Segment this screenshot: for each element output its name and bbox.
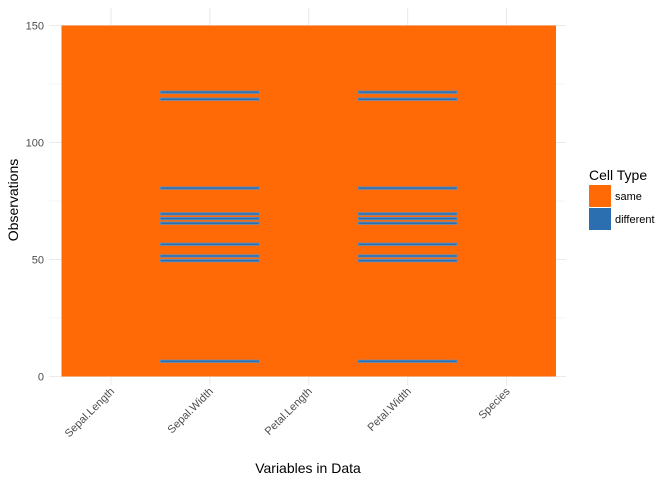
legend-label: different (615, 214, 655, 226)
tiles-same-background (61, 25, 556, 377)
heatmap-tiles (61, 25, 556, 377)
legend-key (589, 185, 611, 207)
x-tick-label: Species (477, 385, 514, 422)
tile-different (159, 242, 260, 246)
tile-different (357, 221, 458, 225)
legend-title: Cell Type (589, 167, 647, 183)
y-tick-label: 0 (38, 372, 44, 384)
y-axis-ticks: 0 50 100 150 (26, 21, 44, 384)
x-tick-label: Sepal.Width (166, 386, 216, 436)
tile-different (357, 259, 458, 263)
tile-different (159, 216, 260, 221)
tile-different (357, 254, 458, 258)
y-tick-label: 50 (32, 255, 44, 267)
tile-different (159, 259, 260, 263)
tile-different (159, 90, 260, 94)
tile-different (357, 242, 458, 246)
tile-different (357, 359, 458, 363)
tile-different (159, 212, 260, 216)
tile-different (159, 221, 260, 225)
tile-different (357, 90, 458, 94)
x-axis-ticks: Sepal.Length Sepal.Width Petal.Length Petal… (63, 385, 513, 440)
x-tick-label: Sepal.Length (63, 386, 117, 440)
x-axis-title: Variables in Data (255, 460, 361, 476)
tile-different (159, 359, 260, 363)
y-axis-title: Observations (5, 159, 21, 241)
legend-label: same (615, 191, 642, 203)
tile-different (357, 212, 458, 216)
legend-key (589, 208, 611, 230)
tile-different (159, 186, 260, 190)
x-tick-label: Petal.Length (263, 386, 315, 438)
y-tick-label: 100 (26, 138, 44, 150)
tile-different (357, 216, 458, 221)
tile-different (357, 186, 458, 190)
tile-different (159, 97, 260, 101)
legend: Cell Type same different (589, 167, 655, 230)
tile-different (159, 254, 260, 258)
x-tick-label: Petal.Width (366, 386, 414, 434)
y-tick-label: 150 (26, 21, 44, 33)
tile-different (357, 97, 458, 101)
